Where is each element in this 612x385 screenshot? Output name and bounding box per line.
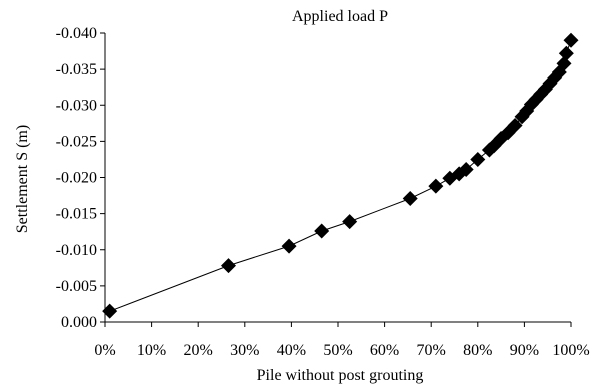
y-tick-label: 0.000 bbox=[61, 314, 97, 331]
y-tick-label: -0.040 bbox=[56, 25, 97, 42]
x-tick-label: 80% bbox=[463, 342, 492, 359]
y-tick-label: -0.010 bbox=[56, 242, 97, 259]
x-tick-label: 0% bbox=[94, 342, 115, 359]
x-tick-label: 50% bbox=[323, 342, 352, 359]
y-tick-label: -0.005 bbox=[56, 278, 97, 295]
data-point bbox=[507, 117, 523, 133]
x-tick-label: 30% bbox=[230, 342, 259, 359]
axes: 0.000 -0.005 -0.010 -0.015 -0.020 -0.025 -0.03… bbox=[56, 25, 590, 359]
data-point bbox=[428, 178, 444, 194]
series-line bbox=[109, 40, 572, 312]
data-point bbox=[556, 55, 572, 71]
y-tick-label: -0.030 bbox=[56, 97, 97, 114]
x-tick-label: 100% bbox=[552, 342, 589, 359]
data-point bbox=[558, 45, 574, 61]
series-polyline bbox=[109, 40, 572, 312]
x-tick-label: 40% bbox=[277, 342, 306, 359]
x-tick-label: 90% bbox=[510, 342, 539, 359]
y-tick-label: -0.020 bbox=[56, 170, 97, 187]
x-tick-label: 10% bbox=[137, 342, 166, 359]
data-point bbox=[220, 258, 236, 274]
data-point bbox=[314, 223, 330, 239]
data-point bbox=[563, 32, 579, 48]
data-point bbox=[342, 214, 358, 230]
y-axis-title: Settlement S (m) bbox=[14, 125, 31, 233]
data-point bbox=[402, 190, 418, 206]
x-axis-title: Pile without post grouting bbox=[257, 367, 424, 384]
x-tick-label: 70% bbox=[417, 342, 446, 359]
y-tick-label: -0.035 bbox=[56, 61, 97, 78]
data-point bbox=[281, 238, 297, 254]
data-point bbox=[458, 162, 474, 178]
y-tick-label: -0.025 bbox=[56, 133, 97, 150]
x-tick-label: 60% bbox=[370, 342, 399, 359]
data-point bbox=[470, 151, 486, 167]
x-tick-label: 20% bbox=[184, 342, 213, 359]
chart-title: Applied load P bbox=[292, 8, 388, 25]
data-point bbox=[500, 125, 516, 141]
y-tick-label: -0.015 bbox=[56, 206, 97, 223]
data-point bbox=[102, 303, 118, 319]
data-markers bbox=[102, 32, 579, 319]
